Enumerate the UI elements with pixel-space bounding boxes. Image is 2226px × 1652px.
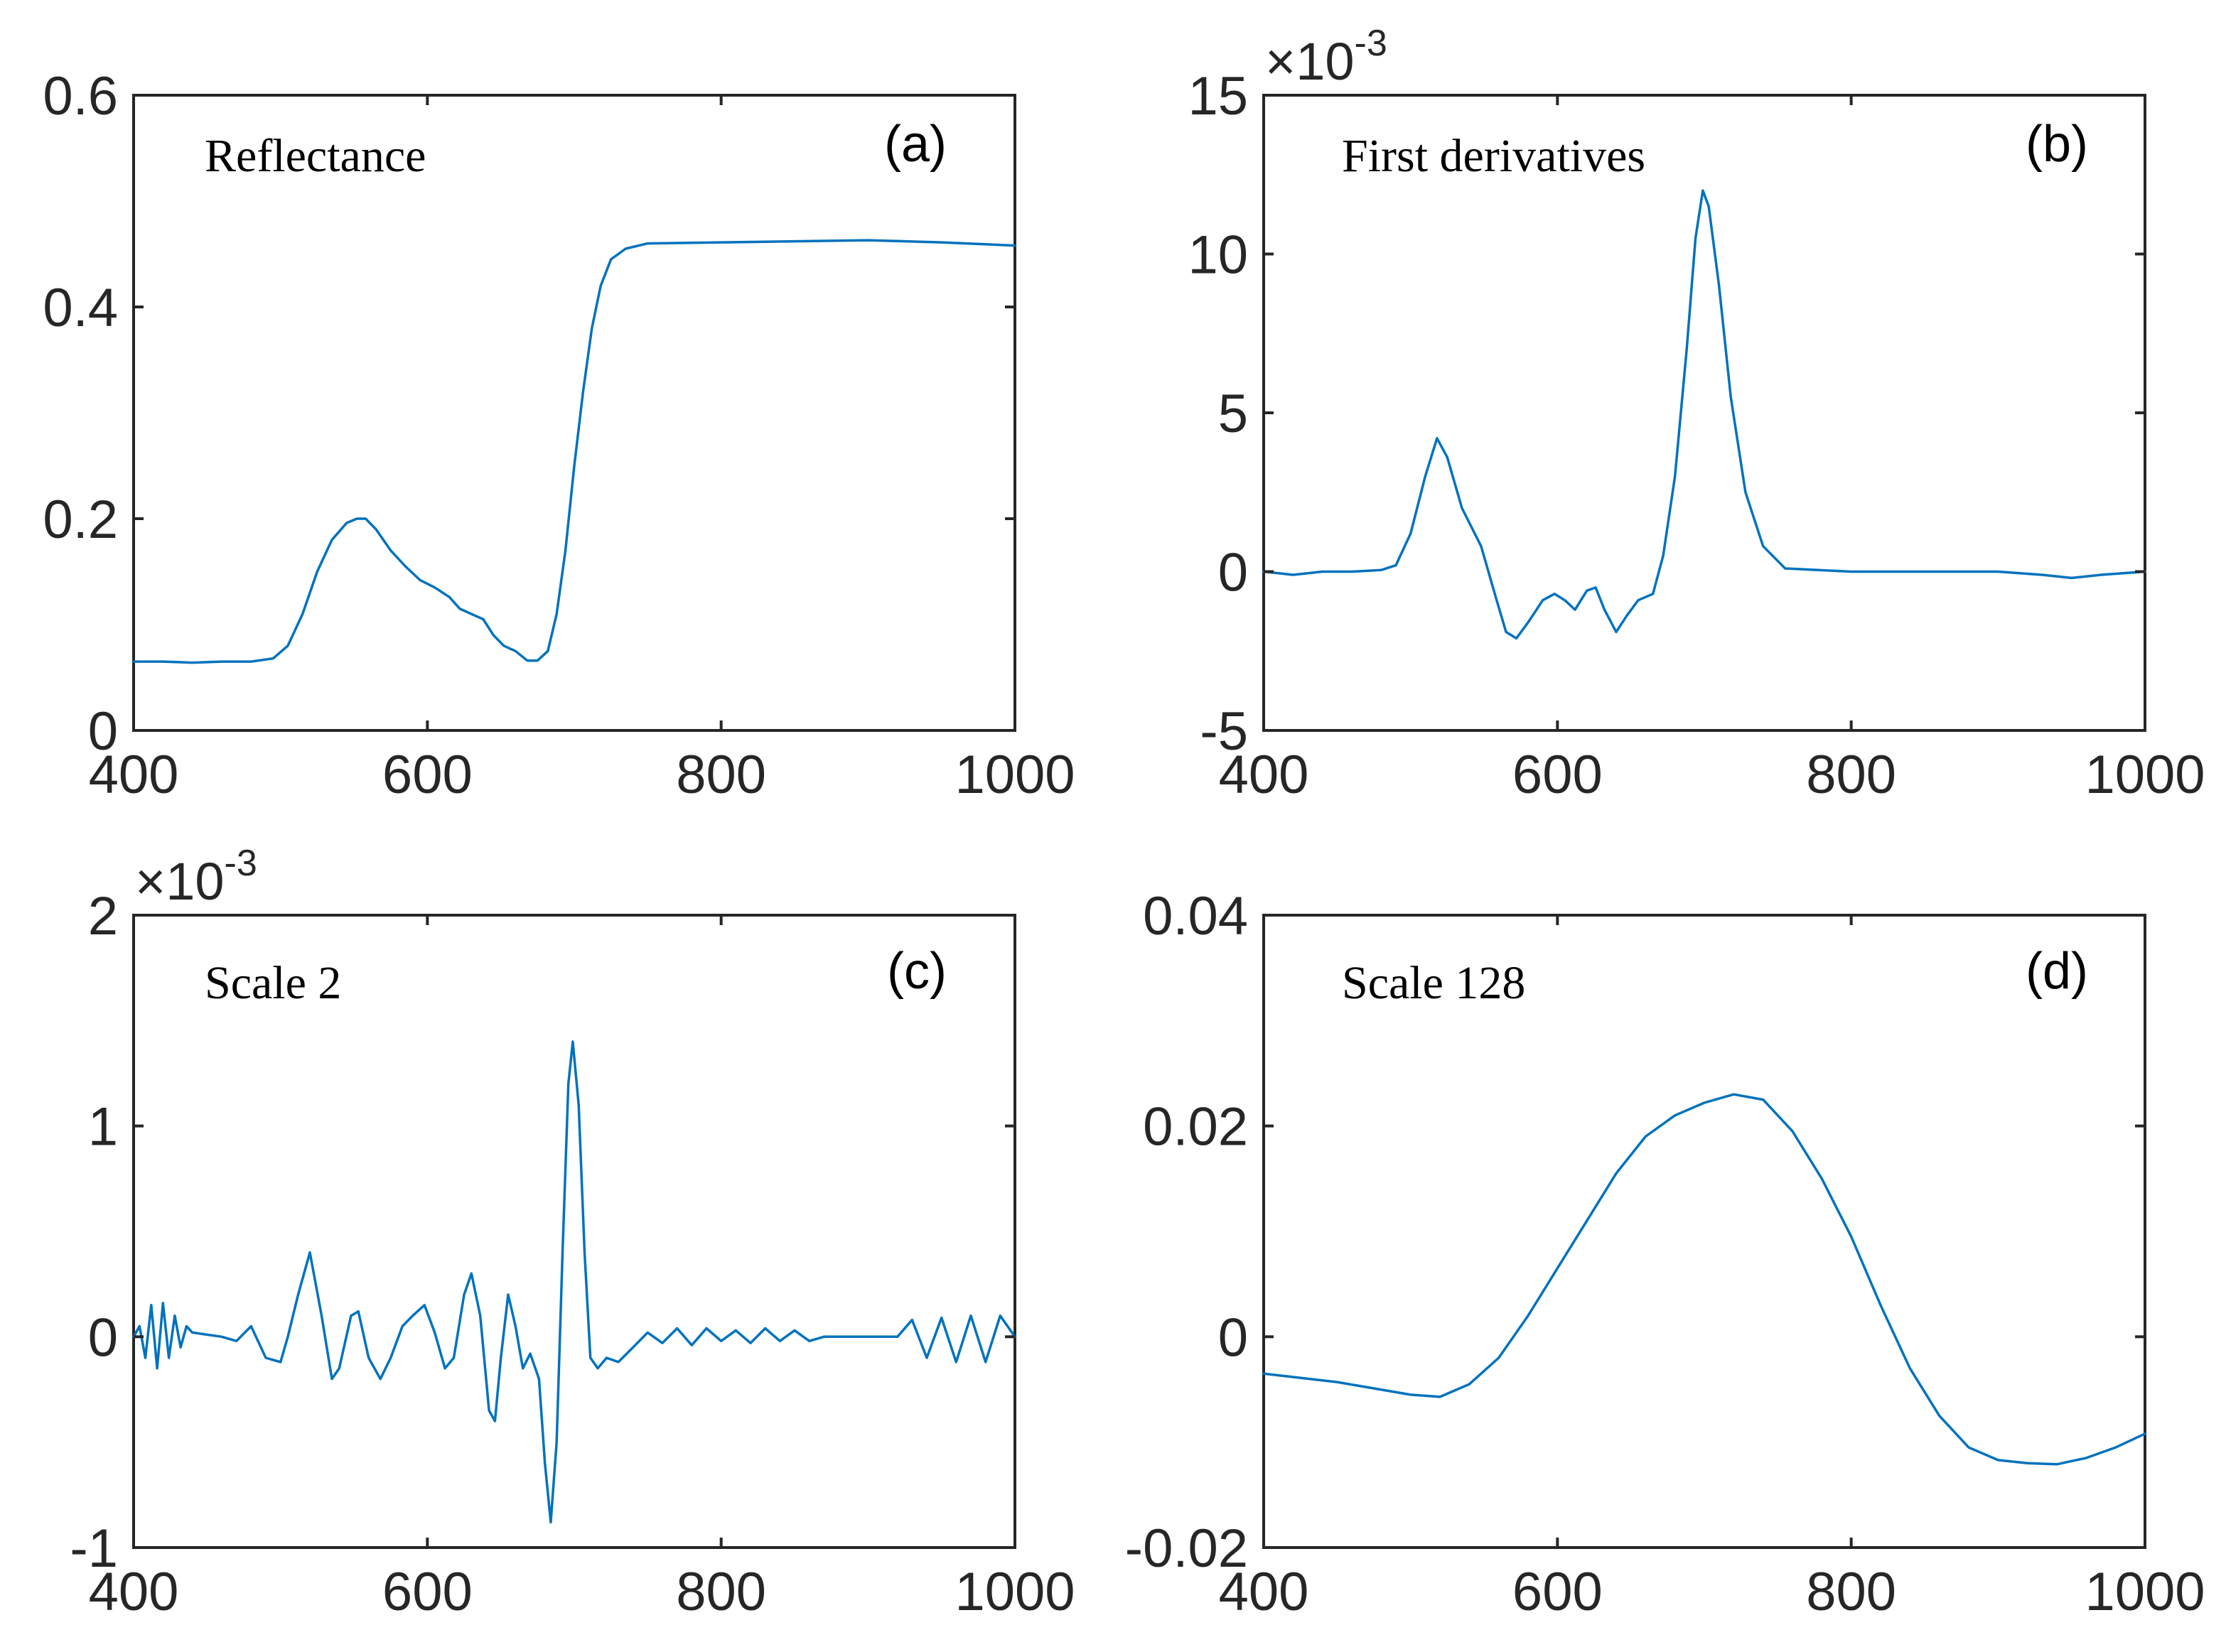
- exponent-label-c: ×10-3: [135, 843, 257, 911]
- y-tick-label: 10: [1188, 225, 1248, 286]
- x-tick-label: 1000: [2085, 1562, 2205, 1622]
- y-tick-label: 1: [88, 1097, 118, 1157]
- panel-c: 400 600 800 1000 -1 0 1 2 Scale 2 (c) ×10-3: [70, 843, 1075, 1622]
- annotation-scale-128: Scale 128: [1342, 957, 1525, 1009]
- exponent-label-b: ×10-3: [1265, 23, 1387, 91]
- annotation-reflectance: Reflectance: [205, 130, 426, 182]
- series-group: [132, 239, 1016, 664]
- y-tick-label: 0: [88, 701, 118, 762]
- y-tick-label: 0.4: [43, 278, 118, 338]
- x-tick-label: 800: [676, 745, 766, 805]
- panel-label-a: (a): [884, 116, 947, 173]
- series-line: [132, 1040, 1016, 1524]
- panel-a: 400 600 800 1000 0 0.2 0.4 0.6 Reflectance (a): [43, 66, 1075, 805]
- x-tick-label: 1000: [2085, 745, 2205, 805]
- y-tick-label: 5: [1218, 384, 1248, 444]
- y-tick-label: 0.02: [1143, 1097, 1248, 1157]
- y-tick-label: 0.2: [43, 490, 118, 550]
- y-tick-label: -0.02: [1125, 1518, 1248, 1579]
- annotation-first-derivatives: First derivatives: [1342, 130, 1645, 182]
- x-tick-label: 400: [89, 1562, 179, 1622]
- annotation-scale-2: Scale 2: [205, 957, 341, 1009]
- y-tick-label: 0.04: [1143, 886, 1248, 946]
- tick-group: 400 600 800 1000 -5 0 5 10 15: [1188, 66, 2205, 805]
- panel-label-d: (d): [2026, 943, 2088, 1000]
- x-tick-label: 1000: [955, 1562, 1075, 1622]
- axis-box: [132, 94, 1016, 732]
- series-line: [132, 239, 1016, 664]
- x-tick-label: 1000: [955, 745, 1075, 805]
- x-tick-label: 800: [1806, 745, 1896, 805]
- y-tick-label: -1: [70, 1518, 118, 1579]
- exponent-power: -3: [1355, 23, 1387, 64]
- x-tick-label: 400: [1219, 745, 1309, 805]
- x-tick-label: 400: [1219, 1562, 1309, 1622]
- tick-group: 400 600 800 1000 -1 0 1 2: [70, 886, 1075, 1622]
- x-tick-label: 600: [1512, 745, 1603, 805]
- tick-group: 400 600 800 1000 0 0.2 0.4 0.6: [43, 66, 1075, 805]
- x-tick-label: 800: [676, 1562, 766, 1622]
- x-tick-label: 800: [1806, 1562, 1896, 1622]
- axis-box: [132, 914, 1016, 1549]
- panel-label-c: (c): [887, 943, 947, 1000]
- y-tick-label: 0.6: [43, 66, 118, 126]
- x-tick-label: 600: [1512, 1562, 1603, 1622]
- y-tick-label: 0: [1218, 543, 1248, 603]
- y-tick-label: 0: [88, 1307, 118, 1368]
- x-tick-label: 600: [382, 1562, 473, 1622]
- exponent-power: -3: [225, 843, 257, 884]
- series-group: [1262, 189, 2146, 640]
- x-tick-label: 400: [89, 745, 179, 805]
- series-group: [1262, 1093, 2146, 1466]
- tick-group: 400 600 800 1000 -0.02 0 0.02 0.04: [1125, 886, 2205, 1622]
- series-line: [1262, 1093, 2146, 1466]
- y-tick-label: 0: [1218, 1307, 1248, 1368]
- x-tick-label: 600: [382, 745, 473, 805]
- axis-box: [1262, 914, 2146, 1549]
- series-group: [132, 1040, 1016, 1524]
- panel-d: 400 600 800 1000 -0.02 0 0.02 0.04 Scale 128 (d…: [1125, 886, 2205, 1622]
- axis-box: [1262, 94, 2146, 732]
- panel-label-b: (b): [2026, 116, 2088, 173]
- y-tick-label: 15: [1188, 66, 1248, 126]
- exponent-base: ×10: [135, 852, 225, 911]
- y-tick-label: -5: [1200, 701, 1248, 762]
- exponent-base: ×10: [1265, 32, 1355, 91]
- y-tick-label: 2: [88, 886, 118, 946]
- series-line: [1262, 189, 2146, 640]
